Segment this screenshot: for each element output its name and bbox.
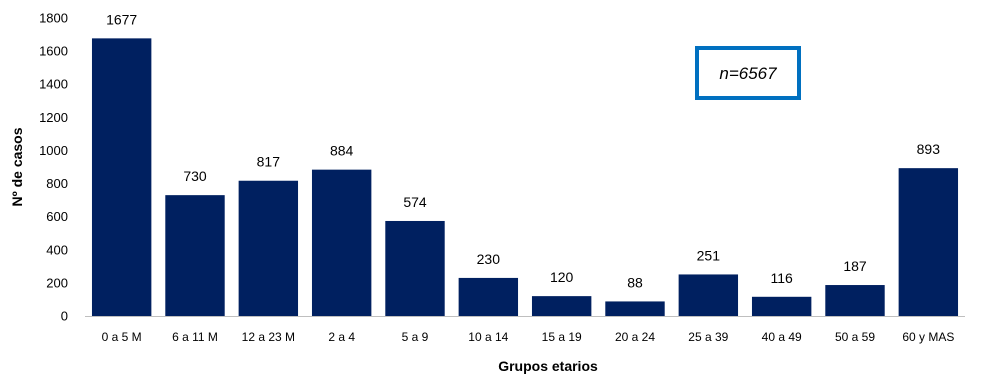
x-tick-label: 20 a 24 — [615, 330, 655, 344]
y-tick-label: 1600 — [39, 44, 68, 59]
bar-value-label: 116 — [771, 270, 794, 286]
annotation-box — [695, 46, 801, 100]
y-tick-label: 1000 — [39, 143, 68, 158]
y-tick-label: 1200 — [39, 110, 68, 125]
x-axis-ticks: 0 a 5 M 6 a 11 M 12 a 23 M 2 a 4 5 a 9 10 a 1… — [102, 330, 955, 344]
bar-value-label: 884 — [330, 143, 354, 159]
x-tick-label: 15 a 19 — [542, 330, 582, 344]
bar — [238, 180, 299, 316]
y-tick-label: 1400 — [39, 77, 68, 92]
x-tick-label: 25 a 39 — [688, 330, 728, 344]
bar-value-label: 574 — [403, 194, 427, 210]
x-tick-label: 0 a 5 M — [102, 330, 142, 344]
y-tick-label: 400 — [46, 242, 68, 257]
x-tick-label: 12 a 23 M — [242, 330, 295, 344]
bar — [678, 274, 739, 316]
x-tick-label: 10 a 14 — [468, 330, 508, 344]
y-tick-label: 1800 — [39, 11, 68, 26]
bar — [165, 195, 225, 316]
x-tick-label: 60 y MAS — [902, 330, 954, 344]
bar-value-label: 251 — [697, 247, 721, 263]
bar-value-label: 817 — [257, 154, 281, 170]
bar-value-label: 730 — [183, 168, 207, 184]
x-tick-label: 50 a 59 — [835, 330, 875, 344]
bar — [751, 296, 812, 316]
bar — [898, 168, 959, 316]
x-axis-title: Grupos etarios — [498, 358, 598, 374]
bar-value-label: 88 — [627, 274, 643, 290]
y-tick-label: 600 — [46, 209, 68, 224]
bar-value-label: 187 — [843, 258, 867, 274]
bar — [605, 301, 665, 316]
sample-size-annotation: n=6567 — [695, 46, 801, 100]
y-axis-ticks: 0 200 400 600 800 1000 1200 1400 1600 1800 — [39, 11, 68, 324]
y-tick-label: 200 — [46, 275, 68, 290]
y-axis-title: Nº de casos — [9, 127, 25, 206]
bar — [91, 38, 152, 316]
bar-value-label: 893 — [917, 141, 941, 157]
y-tick-label: 800 — [46, 176, 68, 191]
data-labels: 1677 730 817 884 574 230 120 88 251 116 187 893 — [106, 11, 940, 290]
bar — [531, 296, 592, 316]
bar-value-label: 1677 — [106, 11, 137, 27]
bar — [385, 220, 445, 316]
x-tick-label: 6 a 11 M — [172, 330, 218, 344]
bar — [825, 285, 885, 316]
annotation-text: n=6567 — [719, 64, 777, 83]
bars — [91, 38, 959, 316]
x-tick-label: 2 a 4 — [328, 330, 355, 344]
x-tick-label: 5 a 9 — [402, 330, 429, 344]
bar-value-label: 230 — [477, 251, 501, 267]
bar-value-label: 120 — [550, 269, 574, 285]
bar — [458, 277, 519, 316]
y-tick-label: 0 — [61, 309, 68, 324]
x-tick-label: 40 a 49 — [762, 330, 802, 344]
bar — [311, 169, 372, 316]
